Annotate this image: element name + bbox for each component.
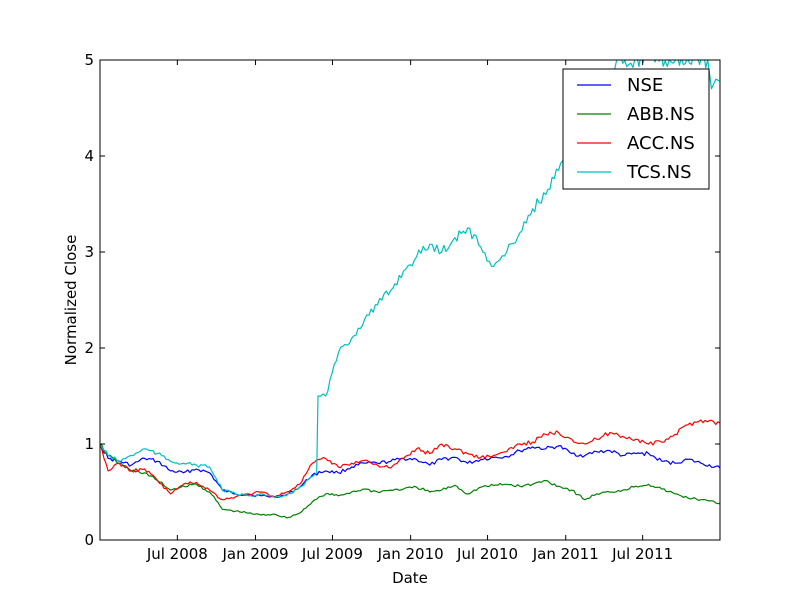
- x-tick-label: Jul 2009: [301, 545, 363, 563]
- series-line-acc-ns: [100, 419, 720, 501]
- y-tick-label: 0: [84, 531, 94, 549]
- series-layer: [100, 60, 720, 519]
- tick-layer: 0 1 2 3 4 5 Jul 2008 Jan 2009 Jul 2009 Jan 2010 Ju…: [84, 51, 720, 563]
- x-axis-label: Date: [392, 569, 428, 587]
- legend-label: ABB.NS: [627, 104, 695, 125]
- y-tick-label: 2: [84, 339, 94, 357]
- x-tick-label: Jul 2010: [456, 545, 518, 563]
- legend: NSE ABB.NS ACC.NS TCS.NS: [562, 68, 710, 190]
- y-tick-label: 1: [84, 435, 94, 453]
- y-axis-label: Normalized Close: [62, 235, 80, 366]
- legend-frame: [562, 68, 710, 190]
- series-line-nse: [100, 443, 720, 499]
- series-line-tcs-ns: [100, 60, 720, 499]
- x-tick-label: Jul 2011: [611, 545, 673, 563]
- plot-frame: [99, 59, 721, 541]
- y-tick-label: 3: [84, 243, 94, 261]
- series-line-abb-ns: [100, 443, 720, 519]
- legend-label: NSE: [627, 75, 663, 96]
- y-tick-label: 5: [84, 51, 94, 69]
- legend-label: TCS.NS: [626, 162, 692, 183]
- x-tick-label: Jul 2008: [146, 545, 208, 563]
- x-tick-label: Jan 2010: [377, 545, 444, 563]
- legend-label: ACC.NS: [627, 133, 695, 154]
- y-tick-label: 4: [84, 147, 94, 165]
- x-tick-label: Jan 2011: [532, 545, 599, 563]
- x-tick-label: Jan 2009: [221, 545, 288, 563]
